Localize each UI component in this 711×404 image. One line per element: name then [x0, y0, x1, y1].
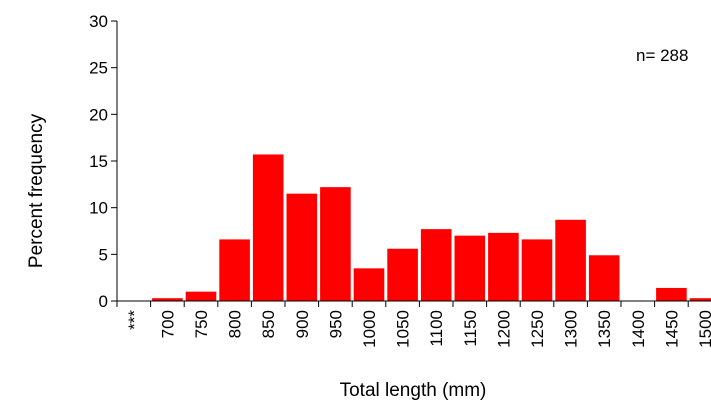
bar-1500 — [689, 298, 711, 301]
x-tick-label: 800 — [226, 310, 245, 338]
bar-1100 — [420, 229, 452, 301]
x-tick-label: 1150 — [461, 310, 480, 347]
bar-950 — [320, 187, 351, 301]
y-tick-label: 0 — [99, 292, 108, 311]
x-tick-label: 900 — [293, 310, 312, 338]
bar-1250 — [521, 239, 553, 301]
x-tick-label: 1350 — [595, 310, 614, 348]
x-tick-label: 850 — [259, 310, 278, 338]
y-tick-label: 25 — [89, 59, 108, 78]
x-tick-label: 1450 — [662, 310, 681, 348]
x-tick-label: 1400 — [629, 310, 648, 348]
sample-size-annotation: n= 288 — [636, 46, 688, 65]
y-tick-label: 15 — [89, 152, 108, 171]
bars-group — [152, 154, 711, 301]
bar-1200 — [488, 232, 519, 301]
x-tick-label: 1300 — [562, 310, 581, 348]
y-tick-label: 20 — [89, 105, 108, 124]
x-tick-label: 1050 — [394, 310, 413, 348]
x-tick-label: 1100 — [427, 310, 446, 347]
bar-1350 — [588, 255, 620, 301]
x-tick-label: 1250 — [528, 310, 547, 348]
bar-1450 — [656, 287, 687, 301]
bar-1050 — [387, 248, 418, 301]
y-ticks-group: 0 5 10 15 20 25 30 — [89, 12, 117, 311]
bar-800 — [219, 239, 250, 301]
x-tick-label: 700 — [158, 310, 177, 338]
bar-900 — [286, 193, 318, 301]
bar-850 — [252, 154, 284, 301]
bar-700 — [152, 298, 183, 301]
x-axis-title: Total length (mm) — [340, 380, 487, 401]
y-axis-title: Percent frequency — [26, 113, 47, 268]
x-tick-label: 750 — [192, 310, 211, 338]
x-tick-label: 1500 — [696, 310, 711, 348]
y-tick-label: 30 — [89, 12, 108, 31]
x-tick-label: 1000 — [360, 310, 379, 348]
bar-1150 — [454, 235, 486, 301]
x-tick-label: *** — [125, 310, 144, 330]
bar-750 — [185, 291, 217, 301]
bar-1300 — [555, 219, 586, 301]
y-tick-label: 5 — [99, 245, 108, 264]
bar-1000 — [353, 268, 385, 301]
x-tick-label: 950 — [326, 310, 345, 338]
x-ticks-group: *** 700 750 800 850 900 950 1000 1050 1100 1150 120… — [116, 301, 711, 348]
y-tick-label: 10 — [89, 199, 108, 218]
x-tick-label: 1200 — [494, 310, 513, 348]
